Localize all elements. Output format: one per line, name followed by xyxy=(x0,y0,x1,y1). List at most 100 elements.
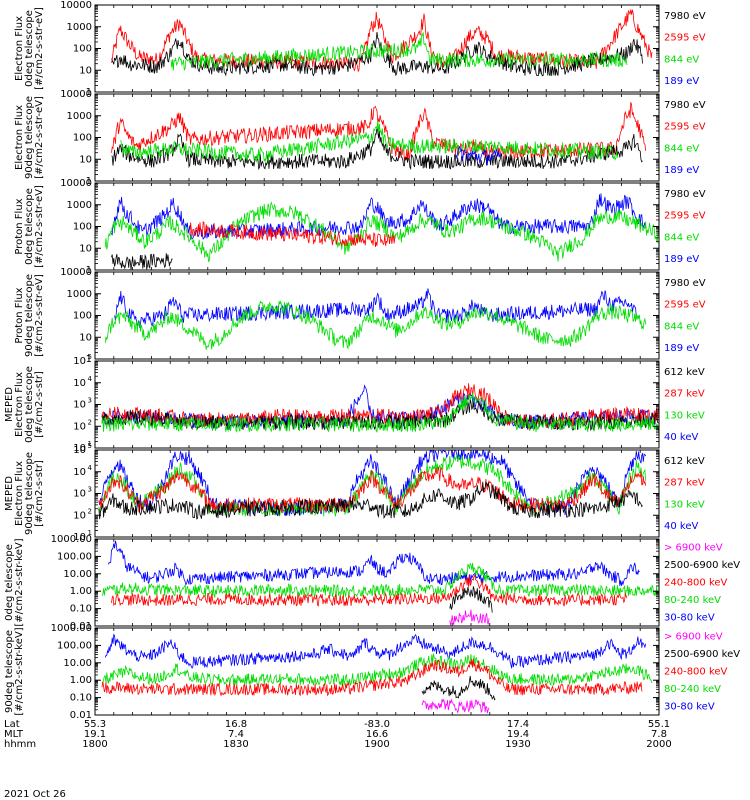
y-axis-label: 90deg telescope xyxy=(24,274,35,357)
y-tick-label: 10.00 xyxy=(63,569,92,580)
panel-7: 0.01 0.10 1.00 10.00 100.00 1000.00 0deg teles… xyxy=(4,534,740,632)
y-tick-exponent: 4 xyxy=(88,375,93,383)
y-tick-exponent: 3 xyxy=(88,397,92,405)
y-tick-label: 10 xyxy=(73,378,86,389)
series-red-line xyxy=(98,466,647,514)
y-tick-exponent: 2 xyxy=(88,507,92,515)
y-tick-label: 10000 xyxy=(60,89,92,100)
time-tick-label: 55.1 xyxy=(648,719,670,730)
panel-2-plot xyxy=(111,102,647,171)
legend-label: 7980 eV xyxy=(664,189,706,200)
y-tick-label: 1000 xyxy=(67,22,92,33)
y-axis-label: Electron Flux xyxy=(14,372,25,437)
y-tick-label: 10 xyxy=(79,154,92,165)
legend-label: 2595 eV xyxy=(664,33,706,44)
y-tick-label: 10 xyxy=(73,400,86,411)
y-axis-label: Electron Flux xyxy=(14,105,25,170)
legend-label: 189 eV xyxy=(664,343,699,354)
y-axis-label: 90deg telescope xyxy=(24,96,35,179)
legend-label: > 6900 keV xyxy=(664,543,723,554)
y-tick-label: 100 xyxy=(73,311,92,322)
legend-label: 844 eV xyxy=(664,321,699,332)
panel-8-plot xyxy=(101,633,653,714)
y-tick-label: 1000 xyxy=(67,200,92,211)
series-black-line xyxy=(98,481,643,520)
panel-frame xyxy=(94,93,660,182)
legend-label: 844 eV xyxy=(664,143,699,154)
panel-3: 1 10 100 1000 10000 Proton Flux 0deg telescope… xyxy=(14,178,706,276)
y-tick-label: 10 xyxy=(79,243,92,254)
y-tick-label: 10 xyxy=(79,332,92,343)
series-blue-line xyxy=(104,633,647,669)
panel-3-plot xyxy=(104,193,659,270)
y-axis-label: [#/cm2-s-str-eV] xyxy=(34,274,45,357)
y-tick-exponent: 1 xyxy=(88,529,92,537)
y-axis-label: Proton Flux xyxy=(14,287,25,343)
legend-label: 40 keV xyxy=(664,432,698,443)
legend-label: 612 keV xyxy=(664,367,705,378)
series-red-line xyxy=(189,221,396,248)
panel-8: 0.01 0.10 1.00 10.00 100.00 1000.00 90deg tele… xyxy=(4,623,740,721)
panel-frame xyxy=(94,360,660,449)
series-black-line xyxy=(111,253,173,270)
legend-label: 240-800 keV xyxy=(664,667,728,678)
series-black-line xyxy=(421,676,496,701)
legend-label: 130 keV xyxy=(664,499,705,510)
y-axis-label: 0deg telescope xyxy=(24,10,35,87)
y-tick-label: 100.00 xyxy=(57,551,92,562)
series-red-line xyxy=(111,574,628,607)
time-tick-label: 16.8 xyxy=(225,719,247,730)
time-tick-label: 1830 xyxy=(223,739,248,750)
legend-label: 189 eV xyxy=(664,76,699,87)
panel-5-plot xyxy=(101,383,659,433)
y-tick-label: 10 xyxy=(73,467,86,478)
time-row-label: hhmm xyxy=(4,739,36,750)
time-tick-label: 7.8 xyxy=(651,729,667,740)
series-black-line xyxy=(449,586,493,613)
legend-label: 2500-6900 keV xyxy=(664,649,740,660)
panel-1-plot xyxy=(111,9,653,77)
y-axis-label: 0deg telescope xyxy=(4,544,15,621)
series-red-line xyxy=(101,658,643,697)
legend-label: 30-80 keV xyxy=(664,612,715,623)
series-black-line xyxy=(111,31,643,77)
y-tick-exponent: 4 xyxy=(88,464,93,472)
y-tick-label: 10 xyxy=(73,445,86,456)
time-row-label: Lat xyxy=(4,719,20,730)
y-axis-label: [#/cm2-s-str] xyxy=(34,371,45,438)
series-green-line xyxy=(170,32,628,71)
y-axis-label: [#/cm2-s-str-eV] xyxy=(34,96,45,179)
y-tick-label: 10000 xyxy=(60,178,92,189)
legend-label: 189 eV xyxy=(664,165,699,176)
y-tick-label: 1 xyxy=(86,176,92,187)
y-axis-label: Electron Flux xyxy=(14,16,25,81)
panel-2: 1 10 100 1000 10000 Electron Flux 90deg telesc… xyxy=(14,89,706,187)
legend-label: 7980 eV xyxy=(664,278,706,289)
y-axis-label: [#/cm2-s-str] xyxy=(34,460,45,527)
series-red-line xyxy=(111,102,647,163)
panel-frame xyxy=(94,538,660,627)
y-tick-label: 10 xyxy=(79,65,92,76)
y-tick-label: 1000 xyxy=(67,289,92,300)
y-axis-label: 0deg telescope xyxy=(24,366,35,443)
y-tick-label: 10 xyxy=(73,421,86,432)
y-axis-label: Proton Flux xyxy=(14,198,25,254)
y-axis-label: MEPED xyxy=(4,387,15,422)
time-tick-label: 2000 xyxy=(646,739,671,750)
legend-label: 7980 eV xyxy=(664,100,706,111)
legend-label: 2595 eV xyxy=(664,211,706,222)
legend-label: 287 keV xyxy=(664,389,705,400)
time-tick-label: 19.1 xyxy=(84,729,106,740)
legend-label: 80-240 keV xyxy=(664,595,721,606)
y-tick-label: 1.00 xyxy=(70,586,92,597)
time-tick-label: 19.4 xyxy=(507,729,529,740)
y-tick-label: 0.10 xyxy=(70,604,92,615)
series-blue-line xyxy=(107,540,640,586)
series-green-line xyxy=(104,201,659,263)
y-tick-exponent: 1 xyxy=(88,440,92,448)
series-green-line xyxy=(98,454,647,517)
y-axis-label: [#/cm2-s-str-eV] xyxy=(34,7,45,90)
y-tick-label: 10 xyxy=(73,356,86,367)
